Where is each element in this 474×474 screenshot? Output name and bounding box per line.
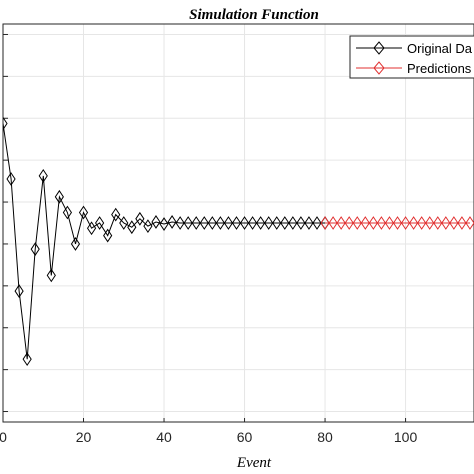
- data-point: [376, 216, 387, 230]
- data-point: [46, 268, 56, 283]
- data-point: [6, 172, 16, 186]
- data-point: [384, 216, 395, 230]
- x-tick-label: 60: [237, 429, 253, 445]
- data-point: [256, 216, 266, 230]
- legend: Original Da Predictions: [349, 35, 474, 79]
- data-point: [400, 216, 411, 230]
- legend-box: [349, 35, 474, 79]
- series-0: [3, 116, 330, 367]
- data-point: [264, 216, 274, 230]
- data-point: [280, 216, 290, 230]
- data-point: [111, 207, 121, 222]
- data-point: [135, 211, 145, 226]
- x-tick-label: 100: [394, 429, 418, 445]
- data-point: [231, 216, 242, 230]
- data-point: [62, 205, 73, 220]
- x-tick-label: 0: [0, 429, 7, 445]
- data-point: [433, 216, 443, 230]
- data-point: [457, 216, 467, 230]
- data-point: [215, 216, 225, 230]
- data-point: [449, 216, 459, 230]
- data-point: [167, 215, 177, 229]
- data-point: [191, 216, 201, 230]
- data-point: [127, 220, 137, 235]
- data-point: [328, 216, 338, 230]
- legend-label-original: Original Da: [407, 41, 473, 56]
- data-point: [288, 216, 298, 230]
- data-point: [38, 168, 48, 183]
- data-point: [54, 189, 64, 204]
- x-ticks: 0 20 40 60 80 100: [0, 418, 417, 445]
- data-point: [175, 216, 185, 230]
- data-point: [441, 216, 451, 230]
- data-point: [143, 219, 153, 234]
- data-point: [151, 215, 161, 229]
- data-point: [360, 216, 370, 230]
- legend-entry-original: Original Da: [356, 41, 473, 56]
- data-point: [86, 221, 97, 236]
- data-point: [392, 216, 403, 230]
- data-point: [95, 216, 105, 230]
- data-point: [103, 228, 113, 243]
- x-tick-label: 80: [317, 429, 333, 445]
- series-layer: [3, 116, 474, 367]
- data-point: [22, 352, 32, 367]
- data-point: [417, 216, 427, 230]
- data-point: [199, 216, 209, 230]
- x-axis-label: Event: [236, 455, 272, 471]
- legend-label-predictions: Predictions: [407, 61, 472, 76]
- data-point: [344, 216, 354, 230]
- data-point: [78, 205, 89, 220]
- plot-frame: [2, 23, 474, 423]
- data-point: [3, 116, 8, 131]
- data-point: [425, 216, 435, 230]
- series-line: [3, 123, 326, 360]
- data-point: [247, 216, 258, 230]
- data-point: [409, 216, 419, 230]
- data-point: [159, 217, 169, 231]
- legend-marker-predictions: [373, 61, 385, 75]
- chart-title: Simulation Function: [189, 7, 319, 23]
- data-point: [465, 216, 474, 230]
- data-point: [239, 216, 250, 230]
- series-1: [320, 216, 474, 230]
- data-point: [368, 216, 378, 230]
- data-point: [304, 216, 314, 230]
- legend-marker-original: [373, 41, 385, 55]
- y-ticks: [3, 33, 8, 413]
- data-point: [70, 237, 81, 251]
- grid: [2, 24, 474, 422]
- data-point: [320, 216, 330, 230]
- data-point: [207, 216, 217, 230]
- data-point: [119, 216, 129, 230]
- data-point: [272, 216, 282, 230]
- data-point: [312, 216, 322, 230]
- data-point: [223, 216, 234, 230]
- legend-entry-predictions: Predictions: [356, 61, 472, 76]
- x-tick-label: 20: [76, 429, 92, 445]
- data-point: [30, 242, 40, 257]
- data-point: [352, 216, 362, 230]
- x-tick-label: 40: [156, 429, 172, 445]
- data-point: [14, 284, 24, 298]
- data-point: [296, 216, 306, 230]
- data-point: [183, 216, 193, 230]
- data-point: [336, 216, 346, 230]
